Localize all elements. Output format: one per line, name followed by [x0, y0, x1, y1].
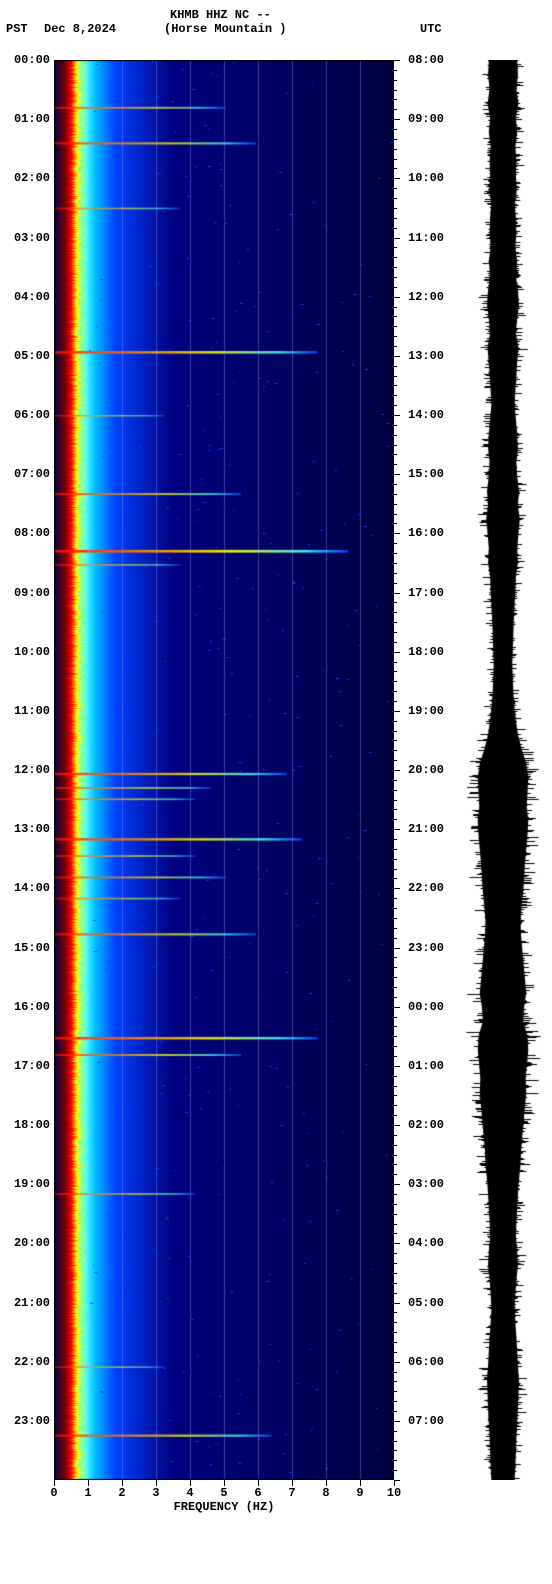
pst-tick-label: 19:00: [14, 1177, 50, 1191]
spectrogram-plot: [54, 60, 394, 1480]
freq-tick-label: 4: [186, 1486, 193, 1500]
freq-tick-label: 6: [254, 1486, 261, 1500]
utc-tick-label: 18:00: [408, 645, 444, 659]
utc-tick-label: 06:00: [408, 1355, 444, 1369]
pst-tick-label: 10:00: [14, 645, 50, 659]
utc-tick-label: 02:00: [408, 1118, 444, 1132]
utc-tick-label: 16:00: [408, 526, 444, 540]
utc-tick-label: 22:00: [408, 881, 444, 895]
utc-tick-label: 10:00: [408, 171, 444, 185]
pst-tick-label: 23:00: [14, 1414, 50, 1428]
frequency-axis: FREQUENCY (HZ) 012345678910: [54, 1480, 394, 1530]
pst-time-axis: 00:0001:0002:0003:0004:0005:0006:0007:00…: [0, 60, 54, 1480]
freq-tick-label: 7: [288, 1486, 295, 1500]
utc-label: UTC: [420, 22, 442, 36]
date-label: Dec 8,2024: [44, 22, 116, 36]
pst-tick-label: 20:00: [14, 1236, 50, 1250]
utc-tick-label: 01:00: [408, 1059, 444, 1073]
utc-tick-label: 00:00: [408, 1000, 444, 1014]
pst-tick-label: 07:00: [14, 467, 50, 481]
station-line2: (Horse Mountain ): [164, 22, 286, 36]
utc-tick-label: 23:00: [408, 941, 444, 955]
utc-tick-label: 21:00: [408, 822, 444, 836]
utc-tick-label: 03:00: [408, 1177, 444, 1191]
utc-tick-label: 11:00: [408, 231, 444, 245]
freq-tick-label: 8: [322, 1486, 329, 1500]
utc-time-axis: 08:0009:0010:0011:0012:0013:0014:0015:00…: [394, 60, 454, 1480]
pst-tick-label: 05:00: [14, 349, 50, 363]
pst-tick-label: 08:00: [14, 526, 50, 540]
freq-tick-label: 1: [84, 1486, 91, 1500]
pst-tick-label: 14:00: [14, 881, 50, 895]
freq-tick-label: 0: [50, 1486, 57, 1500]
station-line1: KHMB HHZ NC --: [170, 8, 271, 22]
pst-tick-label: 11:00: [14, 704, 50, 718]
pst-tick-label: 02:00: [14, 171, 50, 185]
freq-tick-label: 5: [220, 1486, 227, 1500]
utc-tick-label: 04:00: [408, 1236, 444, 1250]
pst-tick-label: 06:00: [14, 408, 50, 422]
utc-tick-label: 20:00: [408, 763, 444, 777]
pst-tick-label: 12:00: [14, 763, 50, 777]
utc-tick-label: 05:00: [408, 1296, 444, 1310]
utc-tick-label: 07:00: [408, 1414, 444, 1428]
pst-tick-label: 00:00: [14, 53, 50, 67]
utc-tick-label: 14:00: [408, 408, 444, 422]
pst-tick-label: 01:00: [14, 112, 50, 126]
pst-tick-label: 18:00: [14, 1118, 50, 1132]
pst-tick-label: 04:00: [14, 290, 50, 304]
utc-tick-label: 15:00: [408, 467, 444, 481]
utc-tick-label: 17:00: [408, 586, 444, 600]
waveform-trace: [460, 60, 546, 1480]
freq-tick-label: 10: [387, 1486, 401, 1500]
pst-tick-label: 17:00: [14, 1059, 50, 1073]
pst-tick-label: 21:00: [14, 1296, 50, 1310]
utc-tick-label: 08:00: [408, 53, 444, 67]
pst-label: PST: [6, 22, 28, 36]
pst-tick-label: 15:00: [14, 941, 50, 955]
pst-tick-label: 22:00: [14, 1355, 50, 1369]
pst-tick-label: 16:00: [14, 1000, 50, 1014]
pst-tick-label: 03:00: [14, 231, 50, 245]
plot-header: PST Dec 8,2024 KHMB HHZ NC -- (Horse Mou…: [0, 6, 552, 46]
utc-tick-label: 13:00: [408, 349, 444, 363]
freq-tick-label: 3: [152, 1486, 159, 1500]
utc-tick-label: 19:00: [408, 704, 444, 718]
pst-tick-label: 09:00: [14, 586, 50, 600]
utc-tick-label: 12:00: [408, 290, 444, 304]
frequency-axis-label: FREQUENCY (HZ): [54, 1500, 394, 1514]
utc-tick-label: 09:00: [408, 112, 444, 126]
freq-tick-label: 9: [356, 1486, 363, 1500]
freq-tick-label: 2: [118, 1486, 125, 1500]
pst-tick-label: 13:00: [14, 822, 50, 836]
